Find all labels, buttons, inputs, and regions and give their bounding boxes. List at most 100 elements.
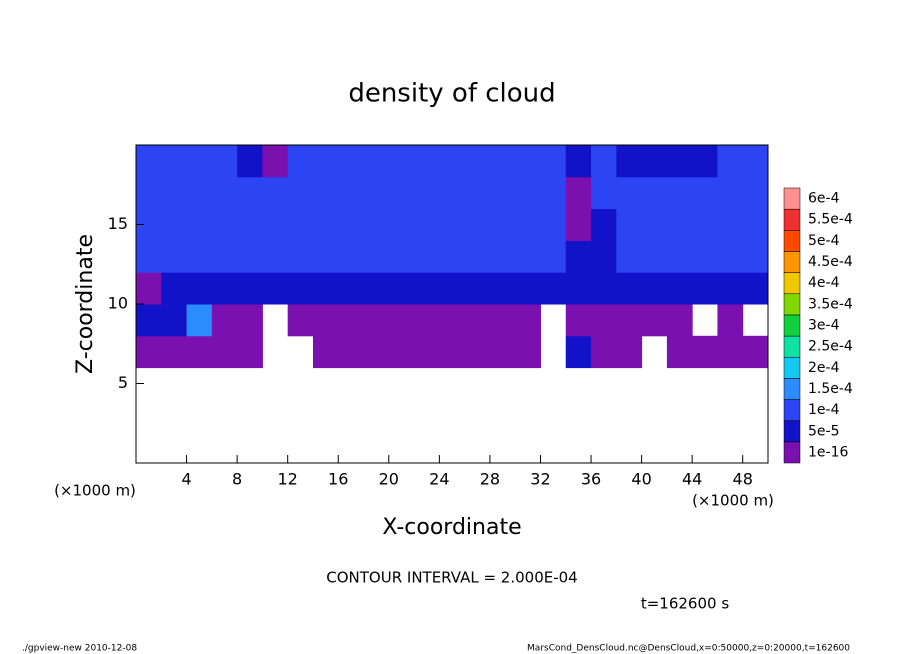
field-cell bbox=[186, 145, 213, 178]
field-cell bbox=[591, 208, 617, 241]
colorbar-box bbox=[783, 293, 801, 316]
field-cell bbox=[161, 240, 188, 273]
field-cell bbox=[262, 272, 289, 305]
field-cell bbox=[161, 176, 188, 210]
field-cell bbox=[211, 272, 238, 305]
field-cell bbox=[692, 272, 718, 305]
field-cell bbox=[591, 304, 617, 337]
x-tick-label: 16 bbox=[328, 470, 348, 489]
footer-right: MarsCond_DensCloud.nc@DensCloud,x=0:5000… bbox=[527, 644, 850, 654]
field-cell bbox=[414, 145, 440, 178]
field-cell bbox=[591, 240, 617, 273]
field-cell bbox=[439, 335, 466, 369]
field-cell bbox=[692, 335, 718, 369]
colorbar-label: 3e-4 bbox=[808, 318, 840, 334]
field-cell bbox=[666, 145, 693, 178]
field-cell bbox=[666, 272, 693, 305]
field-cell bbox=[489, 240, 516, 273]
field-cell bbox=[136, 145, 162, 178]
field-cell bbox=[338, 272, 365, 305]
field-cell bbox=[565, 335, 592, 369]
field-cell bbox=[237, 208, 263, 241]
field-cell bbox=[186, 272, 213, 305]
field-cell bbox=[515, 272, 541, 305]
field-cell bbox=[287, 208, 314, 241]
field-cell bbox=[464, 176, 491, 210]
colorbar-box bbox=[783, 230, 801, 252]
field-cell bbox=[464, 304, 491, 337]
field-cell bbox=[287, 240, 314, 273]
field-cell bbox=[692, 176, 718, 210]
time-label: t=162600 s bbox=[641, 595, 729, 613]
field-cell bbox=[237, 272, 263, 305]
field-cell bbox=[414, 240, 440, 273]
field-cell bbox=[161, 272, 188, 305]
field-cell bbox=[616, 304, 643, 337]
field-cell bbox=[591, 272, 617, 305]
colorbar-label: 5e-4 bbox=[808, 233, 840, 249]
x-tick-label: 20 bbox=[379, 470, 399, 489]
field-cell bbox=[464, 208, 491, 241]
field-cell bbox=[363, 335, 390, 369]
chart-title: density of cloud bbox=[348, 79, 555, 109]
field-cell bbox=[616, 145, 643, 178]
field-cell bbox=[717, 208, 744, 241]
field-cell bbox=[363, 272, 390, 305]
field-cell bbox=[237, 240, 263, 273]
field-cell bbox=[489, 304, 516, 337]
colorbar-box bbox=[783, 208, 801, 231]
field-cell bbox=[515, 335, 541, 369]
contour-interval: CONTOUR INTERVAL = 2.000E-04 bbox=[326, 569, 577, 587]
x-tick-label: 36 bbox=[581, 470, 601, 489]
field-cell bbox=[489, 335, 516, 369]
field-cell bbox=[464, 272, 491, 305]
field-cell bbox=[692, 208, 718, 241]
field-cell bbox=[464, 145, 491, 178]
colorbar-label: 4e-4 bbox=[808, 275, 840, 291]
field-cell bbox=[211, 304, 238, 337]
field-cell bbox=[717, 145, 744, 178]
field-cell bbox=[565, 272, 592, 305]
field-cell bbox=[287, 272, 314, 305]
field-cell bbox=[414, 304, 440, 337]
colorbar-label: 3.5e-4 bbox=[808, 296, 853, 312]
field-cell bbox=[591, 335, 617, 369]
field-cell bbox=[186, 304, 213, 337]
field-cell bbox=[363, 145, 390, 178]
field-cell bbox=[692, 145, 718, 178]
x-tick-label: 4 bbox=[181, 470, 191, 489]
field-cell bbox=[717, 335, 744, 369]
field-cell bbox=[515, 145, 541, 178]
x-tick-label: 12 bbox=[278, 470, 298, 489]
field-cell bbox=[338, 208, 365, 241]
x-tick-label: 44 bbox=[682, 470, 702, 489]
colorbar-box bbox=[783, 420, 801, 443]
field-cell bbox=[641, 272, 668, 305]
field-cell bbox=[211, 208, 238, 241]
field-cell bbox=[616, 240, 643, 273]
field-cell bbox=[312, 335, 339, 369]
field-cell bbox=[136, 176, 162, 210]
y-unit: (×1000 m) bbox=[54, 482, 136, 500]
field-cell bbox=[287, 145, 314, 178]
field-cell bbox=[641, 176, 668, 210]
field-cell bbox=[666, 240, 693, 273]
field-cell bbox=[262, 145, 289, 178]
field-cell bbox=[312, 176, 339, 210]
field-cell bbox=[237, 304, 263, 337]
colorbar-label: 5.5e-4 bbox=[808, 212, 853, 228]
field-cell bbox=[262, 208, 289, 241]
field-cell bbox=[540, 176, 567, 210]
x-tick-label: 24 bbox=[429, 470, 449, 489]
colorbar-label: 1e-16 bbox=[808, 444, 848, 460]
field-cell bbox=[489, 176, 516, 210]
field-cell bbox=[439, 176, 466, 210]
field-cell bbox=[540, 145, 567, 178]
field-cell bbox=[489, 145, 516, 178]
field-cell bbox=[414, 335, 440, 369]
field-cell bbox=[616, 272, 643, 305]
field-cell bbox=[565, 304, 592, 337]
field-cell bbox=[717, 304, 744, 337]
field-cell bbox=[717, 176, 744, 210]
